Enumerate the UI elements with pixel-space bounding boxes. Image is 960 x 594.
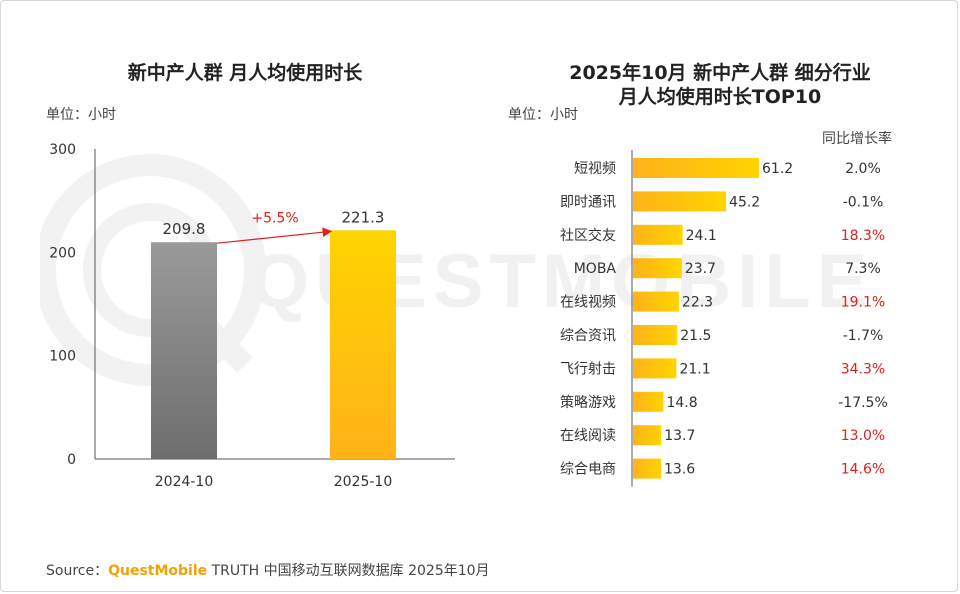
- right-chart-unit: 单位：小时: [508, 107, 578, 123]
- bar-2025-10: [330, 230, 396, 459]
- hbar-value-label: 23.7: [685, 261, 716, 277]
- category-label: 综合电商: [560, 462, 616, 478]
- source-line: Source：QuestMobile TRUTH 中国移动互联网数据库 2025…: [46, 560, 490, 580]
- left-bar-chart: 0 100 200 300 209.8 2024-10 221.3 2025-10 +5.5%: [49, 142, 455, 490]
- bar-value-label: 221.3: [342, 208, 385, 226]
- hbar-value-label: 21.1: [679, 361, 710, 377]
- hbar-社区交友: [633, 224, 683, 245]
- growth-rate-label: 34.3%: [841, 361, 885, 377]
- growth-rate-label: 19.1%: [841, 295, 885, 311]
- growth-rate-label: 18.3%: [841, 228, 885, 244]
- growth-arrow: [216, 227, 333, 244]
- y-tick-label: 300: [49, 142, 76, 158]
- category-label: 在线阅读: [560, 427, 616, 444]
- left-chart-title: 新中产人群 月人均使用时长: [127, 62, 363, 84]
- source-brand: QuestMobile: [108, 563, 208, 579]
- category-label: 飞行射击: [560, 361, 616, 377]
- hbar-value-label: 14.8: [666, 395, 697, 411]
- source-rest: TRUTH 中国移动互联网数据库 2025年10月: [207, 563, 490, 579]
- growth-column-header: 同比增长率: [822, 131, 892, 147]
- growth-rate-label: -1.7%: [843, 328, 884, 344]
- x-tick-label: 2025-10: [334, 474, 393, 490]
- right-chart-title-line2: 月人均使用时长TOP10: [618, 86, 822, 108]
- hbar-在线视频: [633, 291, 679, 312]
- category-label: 策略游戏: [560, 394, 616, 411]
- category-label: 短视频: [574, 161, 616, 177]
- growth-annotation: +5.5%: [251, 210, 298, 226]
- category-label: 社区交友: [560, 227, 616, 244]
- hbar-飞行射击: [633, 358, 677, 379]
- growth-rate-label: 14.6%: [841, 462, 885, 478]
- y-tick-label: 100: [49, 349, 76, 365]
- growth-rate-label: 7.3%: [845, 261, 881, 277]
- source-prefix: Source：: [46, 563, 109, 579]
- hbar-MOBA: [633, 258, 682, 279]
- y-tick-label: 200: [49, 245, 76, 261]
- hbar-value-label: 61.2: [762, 161, 793, 177]
- x-tick-label: 2024-10: [155, 474, 214, 490]
- growth-rate-label: 13.0%: [841, 428, 885, 444]
- hbar-value-label: 13.6: [664, 462, 695, 478]
- bar-2024-10: [151, 242, 217, 459]
- hbar-综合资讯: [633, 325, 678, 345]
- hbar-value-label: 45.2: [729, 194, 760, 210]
- hbar-value-label: 13.7: [664, 428, 695, 444]
- category-label: MOBA: [574, 261, 617, 277]
- growth-rate-label: -17.5%: [838, 395, 888, 411]
- growth-rate-label: 2.0%: [845, 161, 881, 177]
- bar-value-label: 209.8: [163, 220, 206, 238]
- hbar-综合电商: [633, 458, 661, 479]
- hbar-即时通讯: [633, 191, 727, 212]
- growth-rate-label: -0.1%: [843, 194, 884, 210]
- hbar-短视频: [633, 158, 759, 178]
- hbar-在线阅读: [633, 425, 662, 446]
- hbar-value-label: 24.1: [686, 228, 717, 244]
- right-chart-title-line1: 2025年10月 新中产人群 细分行业: [569, 62, 871, 84]
- category-label: 综合资讯: [560, 328, 616, 344]
- hbar-value-label: 22.3: [682, 295, 713, 311]
- category-label: 在线视频: [560, 295, 616, 311]
- y-tick-label: 0: [67, 452, 76, 468]
- category-label: 即时通讯: [560, 194, 616, 210]
- right-hbar-chart: 短视频 61.2 2.0% 即时通讯 45.2 -0.1% 社区交友 24.1 18.3% MOB…: [560, 150, 888, 487]
- hbar-value-label: 21.5: [680, 328, 711, 344]
- hbar-策略游戏: [633, 391, 664, 412]
- left-chart-unit: 单位：小时: [46, 107, 116, 123]
